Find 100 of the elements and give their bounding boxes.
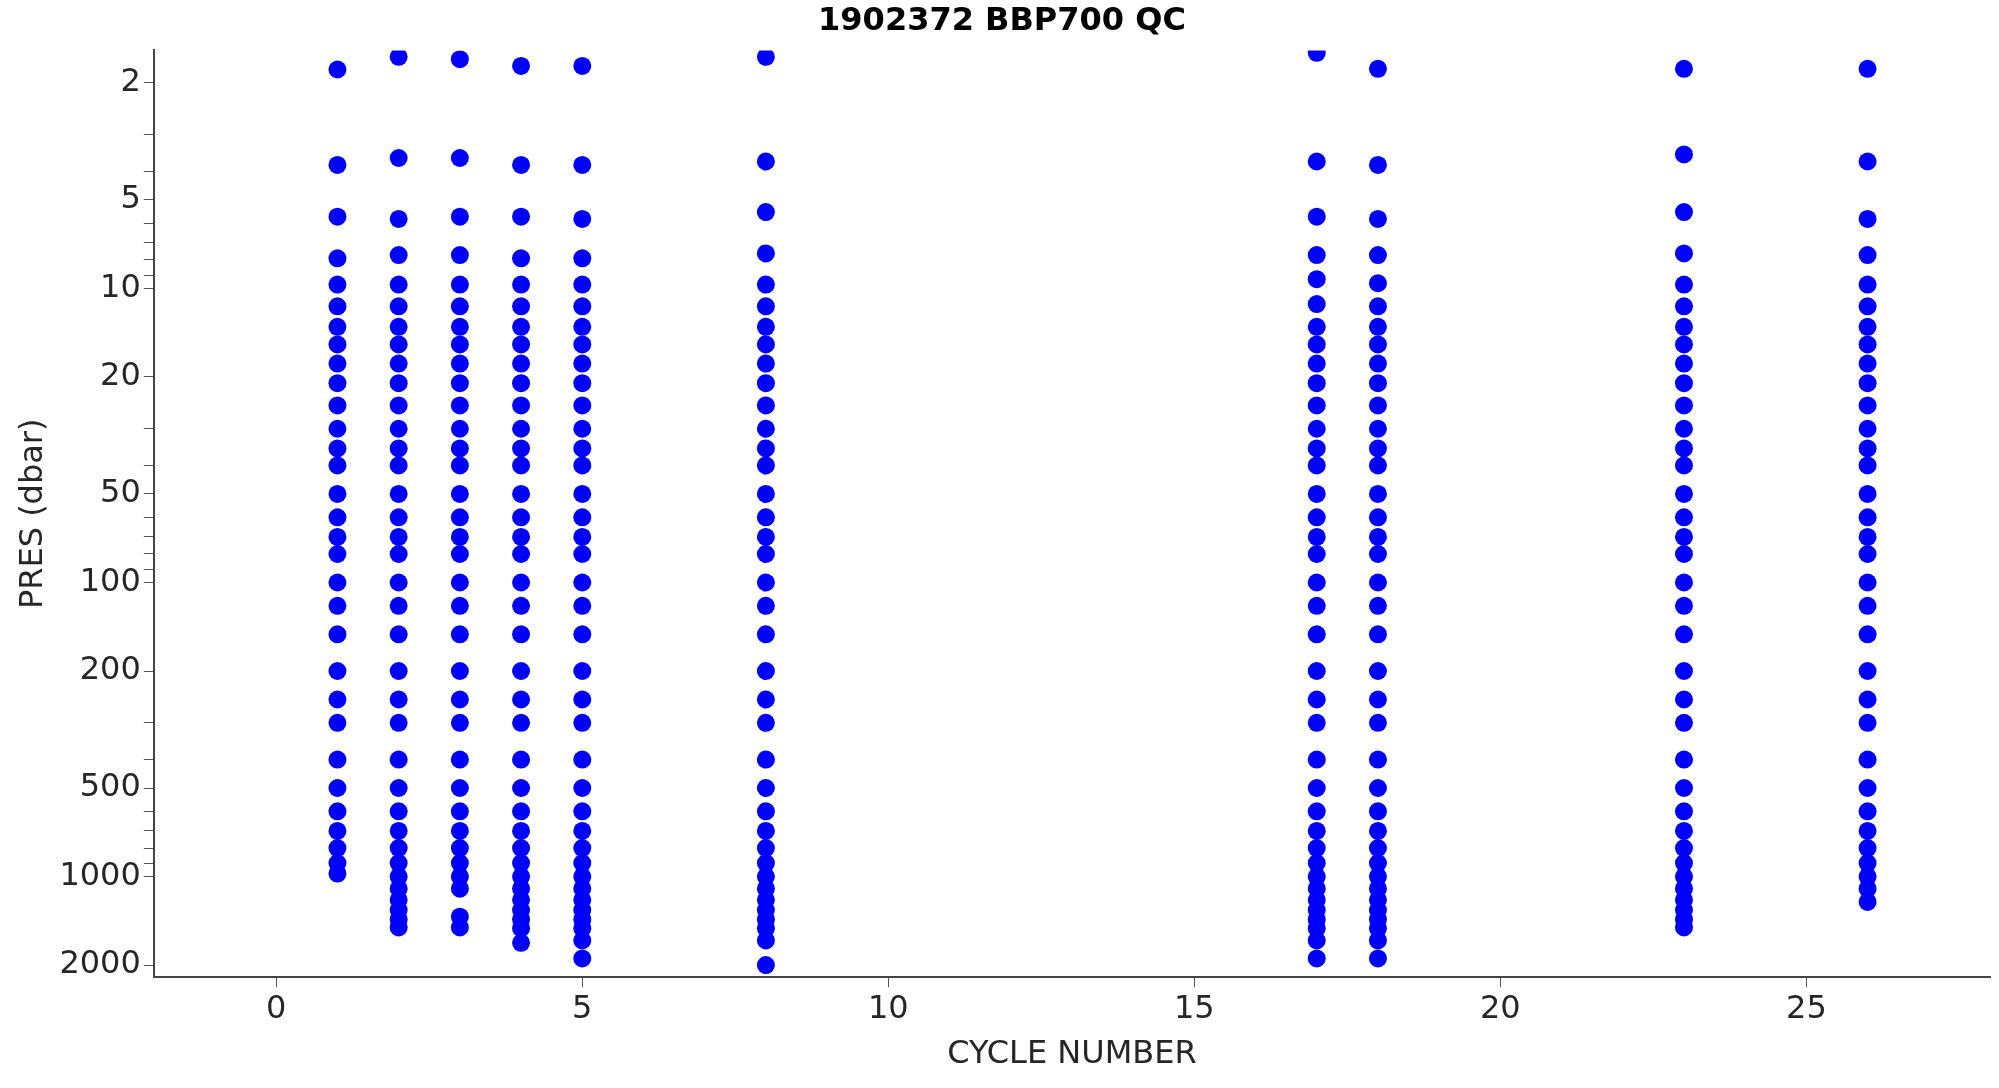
point xyxy=(1307,152,1326,171)
x-tick-label: 5 xyxy=(572,987,593,1026)
point xyxy=(1368,374,1387,393)
point xyxy=(1307,949,1326,968)
point xyxy=(573,335,592,354)
point xyxy=(389,662,408,680)
point xyxy=(1368,949,1387,968)
point xyxy=(389,374,408,393)
point xyxy=(512,456,531,475)
point xyxy=(756,625,775,644)
point xyxy=(756,690,775,709)
point xyxy=(756,484,775,503)
point xyxy=(573,949,592,968)
point xyxy=(328,484,347,503)
point xyxy=(512,155,531,174)
point xyxy=(756,335,775,354)
y-tick-label: 2 xyxy=(120,61,141,100)
point xyxy=(756,839,775,858)
point xyxy=(512,335,531,354)
point xyxy=(756,317,775,336)
point xyxy=(1858,750,1877,769)
point xyxy=(1368,59,1387,78)
point xyxy=(1368,155,1387,174)
point xyxy=(512,596,531,615)
x-tick-label: 10 xyxy=(867,987,909,1026)
point xyxy=(1674,508,1693,527)
point xyxy=(450,802,469,821)
point xyxy=(756,456,775,475)
point xyxy=(756,508,775,527)
point xyxy=(1858,713,1877,732)
x-tick-label: 20 xyxy=(1480,987,1521,1026)
point xyxy=(450,779,469,798)
point xyxy=(756,596,775,615)
point xyxy=(1674,396,1693,415)
point xyxy=(1858,527,1877,546)
point xyxy=(1858,354,1877,373)
point xyxy=(1368,297,1387,316)
point xyxy=(450,662,469,680)
point xyxy=(512,933,531,952)
y-tick-label: 100 xyxy=(79,560,141,599)
point xyxy=(1858,596,1877,615)
point xyxy=(1674,662,1693,680)
point xyxy=(1674,802,1693,821)
point xyxy=(512,317,531,336)
point xyxy=(756,821,775,840)
point xyxy=(328,821,347,840)
point xyxy=(512,625,531,644)
point xyxy=(756,662,775,680)
point xyxy=(389,354,408,373)
point xyxy=(1368,625,1387,644)
point xyxy=(1674,354,1693,373)
point xyxy=(573,779,592,798)
point xyxy=(450,374,469,393)
point xyxy=(1858,456,1877,475)
point xyxy=(1307,295,1326,314)
point xyxy=(512,750,531,769)
point xyxy=(328,625,347,644)
chart-title: 1902372 BBP700 QC xyxy=(818,0,1186,38)
point xyxy=(573,484,592,503)
point xyxy=(573,439,592,458)
y-tick-label: 200 xyxy=(79,649,141,688)
point xyxy=(328,596,347,615)
point xyxy=(756,244,775,263)
point xyxy=(1858,625,1877,644)
point xyxy=(450,246,469,265)
point xyxy=(512,249,531,268)
point xyxy=(756,275,775,294)
point xyxy=(1674,527,1693,546)
point xyxy=(328,527,347,546)
point xyxy=(1858,59,1877,78)
point xyxy=(1674,573,1693,592)
point xyxy=(512,56,531,75)
point xyxy=(389,713,408,732)
point xyxy=(389,396,408,415)
point xyxy=(573,374,592,393)
point xyxy=(450,317,469,336)
point xyxy=(1307,596,1326,615)
point xyxy=(1674,297,1693,316)
point xyxy=(1307,527,1326,546)
point xyxy=(573,527,592,546)
point xyxy=(512,545,531,563)
point xyxy=(512,802,531,821)
point xyxy=(1307,821,1326,840)
point xyxy=(1858,484,1877,503)
point xyxy=(389,419,408,438)
point xyxy=(328,508,347,527)
point xyxy=(389,50,408,66)
point xyxy=(1858,275,1877,294)
point xyxy=(1674,779,1693,798)
point xyxy=(756,374,775,393)
point xyxy=(1368,545,1387,563)
point xyxy=(1307,713,1326,732)
point xyxy=(1674,145,1693,164)
point xyxy=(1307,839,1326,858)
point xyxy=(756,573,775,592)
point xyxy=(573,354,592,373)
point xyxy=(450,713,469,732)
point xyxy=(328,335,347,354)
point xyxy=(1368,274,1387,293)
point xyxy=(756,297,775,316)
